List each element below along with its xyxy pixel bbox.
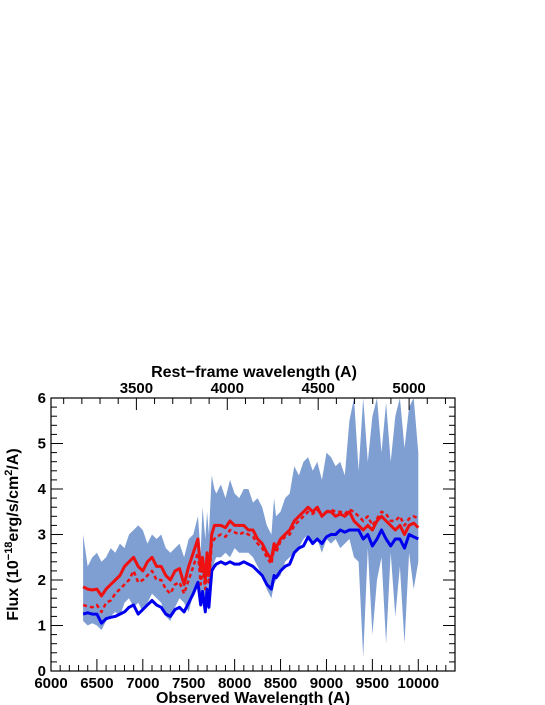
x-tick-label: 7500 (172, 675, 205, 692)
x-tick-label: 10000 (397, 675, 439, 692)
axis-ticks (50, 397, 456, 672)
series-line-red-dotted (82, 508, 419, 614)
x-tick-label: 6500 (80, 675, 113, 692)
y-axis-title-pre: Flux (10 (5, 560, 22, 621)
y-tick-label: 2 (38, 572, 46, 589)
x-tick-label: 8000 (218, 675, 251, 692)
y-axis-title-mid: erg/s/cm (5, 476, 22, 542)
y-tick-label: 3 (38, 527, 46, 544)
top-tick-label: 4000 (211, 380, 244, 397)
series-line-red (82, 505, 420, 598)
y-axis-title-exp1: −18 (3, 542, 15, 561)
y-tick-label: 4 (38, 481, 47, 498)
flux-uncertainty-band (83, 398, 419, 658)
top-axis-title: Rest−frame wavelength (A) (151, 364, 357, 381)
x-tick-labels: 6000 6500 7000 7500 8000 8500 9000 9500 10000 (34, 675, 439, 692)
x-tick-label: 9500 (356, 675, 389, 692)
y-axis-title-post: /A) (5, 448, 22, 469)
x-tick-label: 7000 (126, 675, 159, 692)
y-axis-title: Flux (10−18erg/s/cm2/A) (3, 448, 22, 620)
series-layer (82, 505, 420, 625)
top-tick-label: 4500 (302, 380, 335, 397)
x-tick-label: 8500 (264, 675, 297, 692)
top-axis-tick-labels: 3500 4000 4500 5000 (120, 380, 426, 397)
y-tick-label: 1 (38, 618, 46, 635)
x-tick-label: 9000 (310, 675, 343, 692)
y-axis-title-exp2: 2 (3, 470, 15, 476)
series-line-blue (82, 528, 419, 625)
top-tick-label: 3500 (120, 380, 153, 397)
y-tick-label: 5 (38, 436, 46, 453)
x-axis-title: Observed Wavelength (A) (156, 690, 350, 705)
x-tick-label: 6000 (34, 675, 67, 692)
top-tick-label: 5000 (392, 380, 425, 397)
y-tick-label: 0 (38, 663, 46, 680)
y-tick-label: 6 (38, 390, 46, 407)
y-tick-labels: 0 1 2 3 4 5 6 (38, 390, 47, 680)
